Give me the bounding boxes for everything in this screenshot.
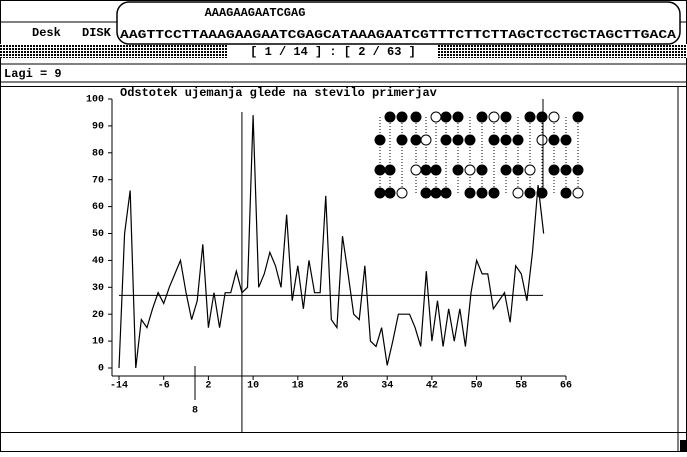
y-tick-label: 90 [92, 122, 104, 133]
x-tick-label: -6 [158, 381, 170, 392]
y-tick-label: 30 [92, 283, 104, 294]
diagram-dot [411, 112, 421, 122]
y-tick-label: 80 [92, 148, 104, 159]
diagram-dot [501, 135, 511, 145]
diagram-dot [385, 165, 395, 175]
diagram-dot [421, 188, 431, 198]
diagram-dot [431, 165, 441, 175]
diagram-dot [489, 188, 499, 198]
diagram-dot [375, 135, 385, 145]
diagram-dot [385, 112, 395, 122]
diagram-dot [513, 135, 523, 145]
diagram-dot [453, 165, 463, 175]
diagram-dot [453, 135, 463, 145]
cursor-label: 8 [192, 406, 198, 417]
x-tick-label: 58 [515, 381, 527, 392]
diagram-dot [477, 165, 487, 175]
menu-desk[interactable]: Desk [32, 26, 61, 40]
y-tick-label: 70 [92, 175, 104, 186]
diagram-dot [441, 135, 451, 145]
diagram-dot [465, 165, 475, 175]
diagram-dot [375, 188, 385, 198]
y-tick-label: 100 [86, 95, 104, 106]
x-tick-label: 18 [292, 381, 304, 392]
screen: Desk DISK [ 1 / 14 ] : [ 2 / 63 ] AAAGAA… [0, 0, 687, 452]
diagram-dot [573, 112, 583, 122]
diagram-dot [477, 188, 487, 198]
diagram-dot [397, 188, 407, 198]
diagram-dot [421, 135, 431, 145]
diagram-dot [431, 188, 441, 198]
diagram-dot [501, 112, 511, 122]
diagram-dot [561, 165, 571, 175]
diagram-dot [431, 112, 441, 122]
diagram-dot [489, 112, 499, 122]
y-tick-label: 60 [92, 202, 104, 213]
popup-line1: AAAGAAGAATCGAG [205, 6, 306, 20]
diagram-dot [397, 135, 407, 145]
x-tick-label: 10 [247, 381, 259, 392]
diagram-dot [561, 135, 571, 145]
diagram-dot [385, 188, 395, 198]
diagram-dot [573, 165, 583, 175]
x-tick-label: 42 [426, 381, 438, 392]
diagram-dot [549, 165, 559, 175]
chart-title: Odstotek ujemanja glede na stevilo prime… [120, 86, 437, 100]
x-tick-label: -14 [110, 381, 128, 392]
y-tick-label: 40 [92, 256, 104, 267]
scroll-handle [680, 440, 687, 452]
diagram-dot [525, 112, 535, 122]
diagram-dot [549, 112, 559, 122]
diagram-dot [525, 165, 535, 175]
diagram-dot [411, 135, 421, 145]
y-tick-label: 0 [98, 364, 104, 375]
x-tick-label: 2 [205, 381, 211, 392]
info-text: Lagi = 9 [4, 67, 62, 81]
diagram-dot [453, 112, 463, 122]
diagram-dot [411, 165, 421, 175]
diagram-dot [397, 112, 407, 122]
diagram-dot [537, 112, 547, 122]
diagram-dot [421, 165, 431, 175]
x-tick-label: 50 [471, 381, 483, 392]
x-tick-label: 34 [381, 381, 393, 392]
diagram-dot [489, 135, 499, 145]
diagram-dot [441, 112, 451, 122]
diagram-dot [549, 135, 559, 145]
x-tick-label: 26 [336, 381, 348, 392]
diagram-dot [525, 188, 535, 198]
diagram-dot [513, 188, 523, 198]
diagram-dot [573, 188, 583, 198]
diagram-dot [513, 165, 523, 175]
y-tick-label: 20 [92, 310, 104, 321]
menu-disk[interactable]: DISK [82, 26, 112, 40]
diagram-dot [537, 135, 547, 145]
status-text: [ 1 / 14 ] : [ 2 / 63 ] [250, 45, 416, 59]
diagram-dot [477, 112, 487, 122]
diagram-dot [375, 165, 385, 175]
diagram-dot [501, 165, 511, 175]
y-tick-label: 50 [92, 229, 104, 240]
y-tick-label: 10 [92, 337, 104, 348]
diagram-dot [465, 135, 475, 145]
x-tick-label: 66 [560, 381, 572, 392]
diagram-dot [465, 188, 475, 198]
diagram-dot [441, 188, 451, 198]
diagram-dot [561, 188, 571, 198]
popup-line2: AAGTTCCTTAAAGAAGAATCGAGCATAAAGAATCGTTTCT… [120, 28, 677, 42]
